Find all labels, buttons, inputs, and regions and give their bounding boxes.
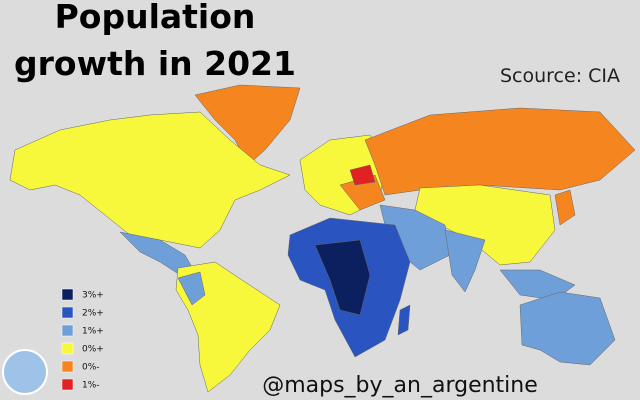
legend: 3%+ 2%+ 1%+ 0%+ 0%- 1%- xyxy=(61,288,104,391)
globe-icon xyxy=(2,349,48,395)
legend-swatch xyxy=(61,342,74,355)
legend-label: 1%+ xyxy=(82,327,104,337)
india xyxy=(444,229,486,293)
legend-label: 3%+ xyxy=(82,291,104,301)
legend-label: 1%- xyxy=(82,381,100,391)
japan xyxy=(554,189,576,226)
credit: @maps_by_an_argentine xyxy=(262,373,538,398)
legend-swatch xyxy=(61,306,74,319)
australia xyxy=(519,291,616,366)
ukraine-red xyxy=(349,164,376,186)
title-line: Population xyxy=(55,0,256,36)
legend-swatch xyxy=(61,360,74,373)
greenland xyxy=(194,84,301,166)
legend-swatch xyxy=(61,288,74,301)
source: Scource: CIA xyxy=(500,65,620,87)
legend-label: 2%+ xyxy=(82,309,104,319)
legend-label: 0%- xyxy=(82,363,100,373)
madagascar xyxy=(397,304,411,336)
russia xyxy=(364,107,636,196)
south-america-blue xyxy=(177,271,206,306)
africa-navy xyxy=(314,239,371,316)
legend-label: 0%+ xyxy=(82,345,104,355)
world-map xyxy=(9,84,636,393)
title-line: growth in 2021 xyxy=(14,44,296,83)
legend-swatch xyxy=(61,324,74,337)
north-america xyxy=(9,111,291,249)
legend-swatch xyxy=(61,378,74,391)
